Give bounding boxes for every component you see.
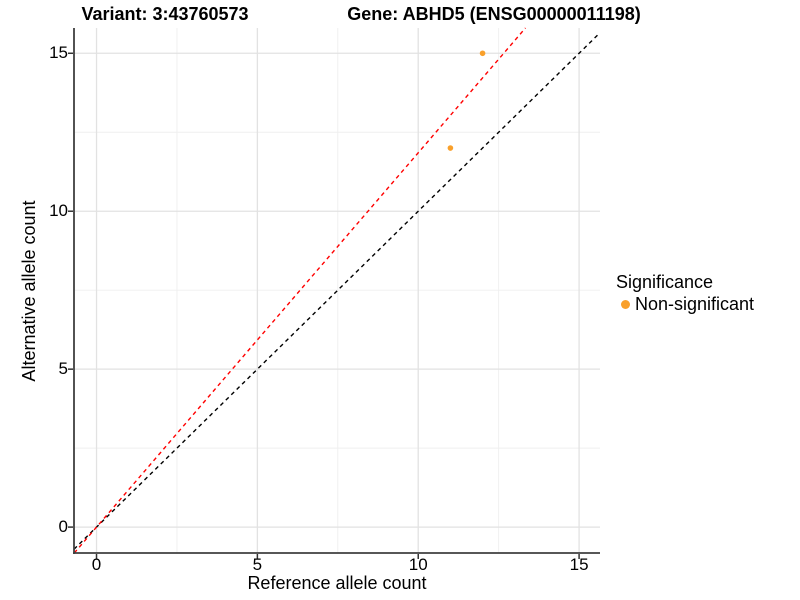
y-tick-label: 0 (58, 517, 68, 537)
y-tick-label: 5 (58, 359, 68, 379)
legend-title: Significance (616, 272, 714, 292)
legend: Significance Non-significant (616, 272, 754, 314)
x-axis-title: Reference allele count (247, 573, 427, 593)
legend-item-label: Non-significant (635, 294, 755, 314)
data-point (479, 50, 486, 57)
x-tick-label: 5 (252, 555, 263, 574)
y-tick-label: 15 (49, 43, 68, 63)
y-axis-title: Alternative allele count (19, 200, 39, 382)
orange-dot-icon (621, 299, 630, 309)
reference-line-red (73, 27, 527, 554)
gene-title: Gene: ABHD5 (ENSG00000011198) (347, 4, 641, 24)
y-tick-label: 10 (49, 201, 68, 221)
reference-line-black (73, 32, 601, 550)
x-tick-label: 0 (91, 555, 102, 574)
legend-item-non-significant: Non-significant (616, 294, 754, 314)
variant-title: Variant: 3:43760573 (81, 4, 249, 24)
data-point (447, 145, 454, 151)
x-tick-label: 10 (408, 555, 428, 574)
x-tick-label: 15 (569, 555, 589, 574)
